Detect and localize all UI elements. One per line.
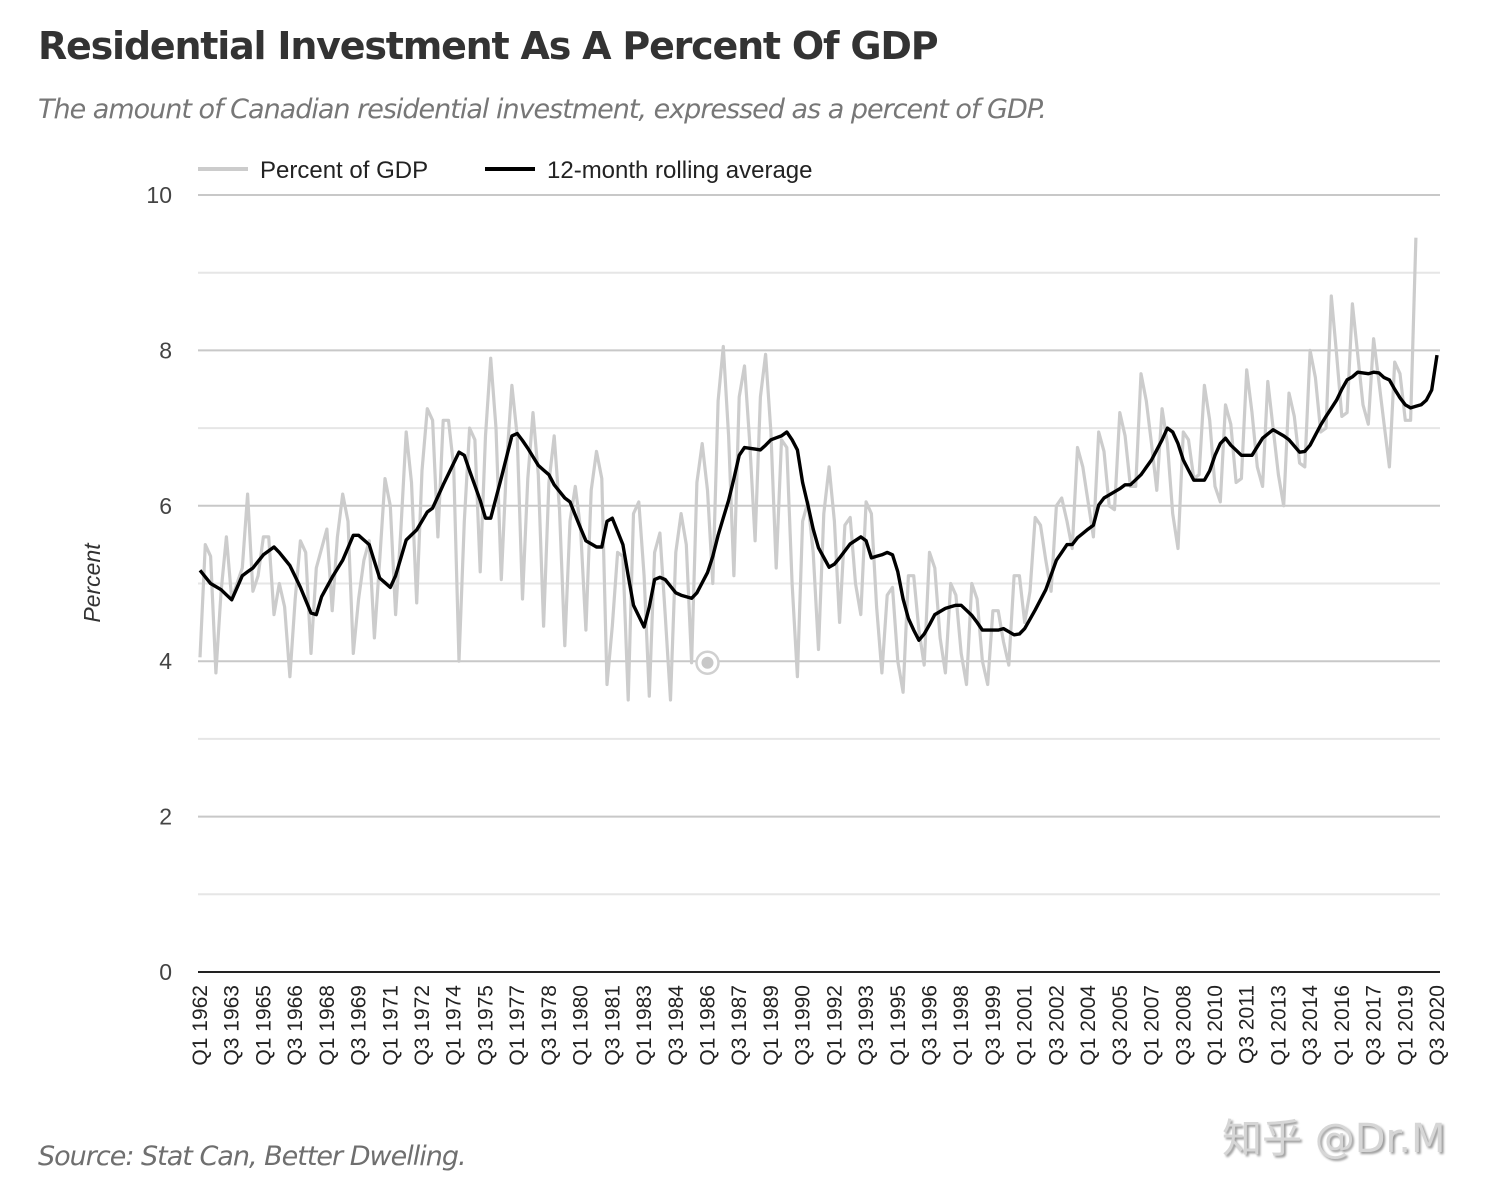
x-tick-label: Q3 1981 (601, 985, 624, 1066)
x-tick-label: Q1 2001 (1014, 985, 1037, 1066)
x-tick-label: Q3 1984 (665, 985, 688, 1066)
x-tick-label: Q1 1977 (506, 985, 529, 1066)
x-tick-label: Q1 2007 (1141, 985, 1164, 1066)
series-line-percent-of-gdp[interactable] (198, 237, 1418, 702)
x-tick-label: Q1 2013 (1267, 985, 1290, 1066)
legend-label-rolling-average[interactable]: 12-month rolling average (547, 157, 813, 184)
source-note: Source: Stat Can, Better Dwelling. (38, 1141, 467, 1172)
x-tick-label: Q1 2004 (1077, 985, 1100, 1066)
chart-title: Residential Investment As A Percent Of G… (38, 24, 939, 68)
x-tick-label: Q1 1989 (760, 985, 783, 1066)
y-tick-label: 8 (159, 337, 172, 363)
series-line-rolling-average[interactable] (198, 354, 1439, 642)
legend-label-percent-of-gdp[interactable]: Percent of GDP (260, 157, 428, 184)
x-tick-label: Q3 1990 (792, 985, 815, 1066)
x-tick-label: Q1 1995 (887, 985, 910, 1066)
x-tick-label: Q1 1962 (189, 985, 212, 1066)
x-tick-label: Q1 1974 (443, 985, 466, 1066)
x-tick-label: Q1 1971 (379, 985, 402, 1066)
x-tick-label: Q3 1993 (855, 985, 878, 1066)
x-tick-label: Q1 1968 (316, 985, 339, 1066)
x-tick-label: Q3 2008 (1172, 985, 1195, 1066)
series-group (198, 237, 1439, 702)
x-tick-label: Q1 1992 (823, 985, 846, 1066)
x-tick-label: Q3 2011 (1236, 985, 1259, 1064)
x-tick-label: Q1 2010 (1204, 985, 1227, 1066)
x-tick-label: Q3 1978 (538, 985, 561, 1066)
x-tick-label: Q3 1969 (348, 985, 371, 1066)
x-tick-label: Q1 1998 (950, 985, 973, 1066)
x-tick-label: Q3 2014 (1299, 985, 1322, 1066)
x-tick-label: Q1 1965 (252, 985, 275, 1066)
y-tick-label: 6 (159, 493, 172, 519)
y-axis-ticks: 0 2 4 6 8 10 (146, 182, 172, 985)
chart-subtitle: The amount of Canadian residential inves… (38, 94, 1047, 125)
x-tick-label: Q1 2019 (1394, 985, 1417, 1066)
y-axis-label: Percent (79, 542, 105, 623)
x-tick-label: Q3 2005 (1109, 985, 1132, 1066)
x-tick-label: Q3 1966 (284, 985, 307, 1066)
y-tick-label: 0 (159, 959, 172, 985)
x-tick-label: Q3 1975 (475, 985, 498, 1066)
x-tick-label: Q1 1986 (697, 985, 720, 1066)
y-tick-label: 2 (159, 804, 172, 830)
x-axis-ticks: Q1 1962 Q3 1963 Q1 1965 Q3 1966 Q1 1968 Q3 19… (189, 985, 1449, 1066)
x-tick-label: Q3 2002 (1045, 985, 1068, 1066)
y-tick-label: 4 (159, 648, 172, 674)
x-tick-label: Q3 1972 (411, 985, 434, 1066)
x-tick-label: Q3 2020 (1426, 985, 1449, 1066)
x-tick-label: Q1 1980 (570, 985, 593, 1066)
x-tick-label: Q1 1983 (633, 985, 656, 1066)
x-tick-label: Q1 2016 (1331, 985, 1354, 1066)
legend: Percent of GDP 12-month rolling average (198, 157, 813, 184)
x-tick-label: Q3 1987 (728, 985, 751, 1066)
y-tick-label: 10 (146, 182, 172, 208)
x-tick-label: Q3 2017 (1363, 985, 1386, 1066)
x-tick-label: Q3 1996 (919, 985, 942, 1066)
x-tick-label: Q3 1999 (982, 985, 1005, 1066)
gridlines (198, 194, 1440, 973)
highlight-group (695, 650, 720, 676)
x-tick-label: Q3 1963 (221, 985, 244, 1066)
watermark: 知乎 @Dr.M (1222, 1116, 1446, 1162)
highlight-marker-point[interactable] (701, 656, 714, 669)
